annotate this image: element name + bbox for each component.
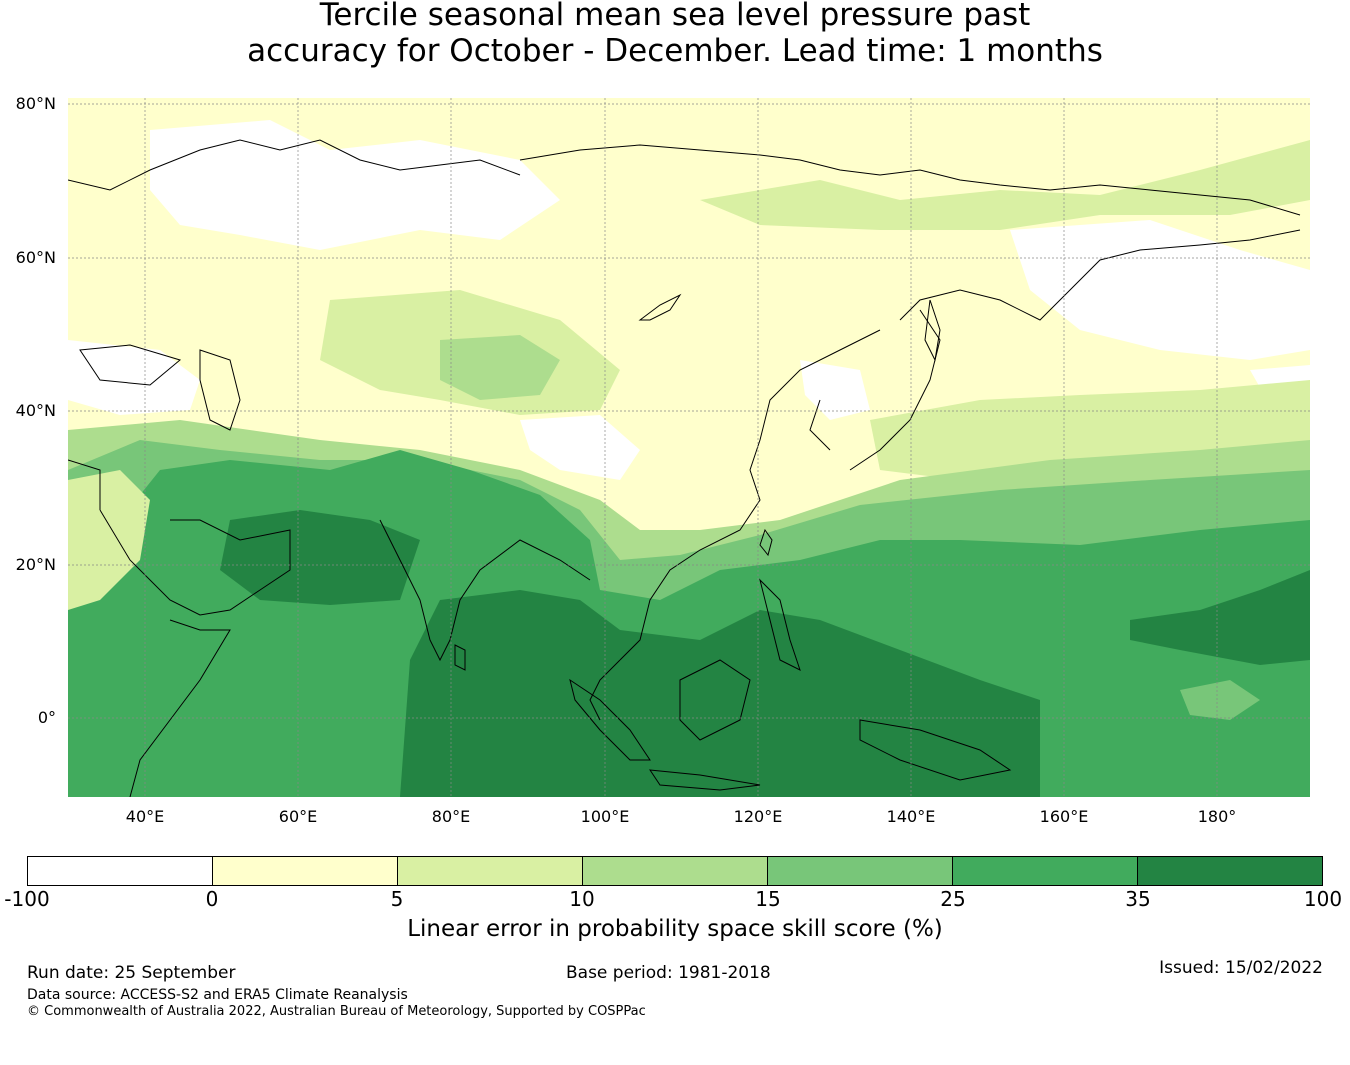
lat-label-40n: 40°N <box>15 401 56 420</box>
lon-label-100e: 100°E <box>580 807 630 826</box>
colorbar-tick-0: 0 <box>205 887 219 911</box>
lon-label-120e: 120°E <box>733 807 783 826</box>
coastline-africa-west <box>68 459 101 510</box>
skill-region-white-tibet <box>520 415 640 480</box>
skill-region-10-15-central <box>440 335 560 400</box>
colorbar-tick-5: 5 <box>390 887 404 911</box>
colorbar-segment-35-100 <box>1138 857 1322 885</box>
coastline-europe-north <box>68 139 521 191</box>
lat-label-0: 0° <box>37 708 56 727</box>
skill-region-white-caspian <box>68 340 200 415</box>
colorbar-segment-neg100-0 <box>28 857 213 885</box>
issued-date: Issued: 15/02/2022 <box>1159 958 1323 978</box>
lon-label-80e: 80°E <box>431 807 471 826</box>
lon-label-140e: 140°E <box>886 807 936 826</box>
skill-region-35-100-indian-ocean <box>400 590 1040 797</box>
coastline-sri-lanka <box>454 644 466 671</box>
lon-label-40e: 40°E <box>125 807 165 826</box>
colorbar-segment-25-35 <box>953 857 1138 885</box>
colorbar-segment-10-15 <box>583 857 768 885</box>
coastline-taiwan <box>759 528 773 557</box>
colorbar-tick-25: 25 <box>940 887 966 911</box>
coastline-africa-horn <box>129 619 231 797</box>
coastline-arabia <box>99 509 291 616</box>
coastline-lake-baikal <box>638 293 682 321</box>
gridlines <box>68 98 1310 797</box>
skill-region-white-europe <box>150 120 560 250</box>
colorbar-tick-neg100: -100 <box>4 887 50 911</box>
chart-title-line1: Tercile seasonal mean sea level pressure… <box>319 0 1031 33</box>
coastline-black-sea <box>79 344 182 386</box>
colorbar <box>27 856 1323 886</box>
lat-label-60n: 60°N <box>15 248 56 267</box>
coastline-india <box>379 519 591 662</box>
colorbar-segment-5-10 <box>398 857 583 885</box>
colorbar-tick-100: 100 <box>1303 887 1343 911</box>
colorbar-label: Linear error in probability space skill … <box>407 916 943 942</box>
copyright: © Commonwealth of Australia 2022, Austra… <box>27 1004 646 1019</box>
coastlines <box>68 139 1301 797</box>
skill-region-white-siberia <box>1010 220 1310 360</box>
lat-label-20n: 20°N <box>15 555 56 574</box>
coastline-philippines <box>759 578 801 671</box>
skill-map <box>68 98 1310 797</box>
coastline-sumatra <box>569 678 651 761</box>
run-date: Run date: 25 September <box>27 963 236 983</box>
coastline-japan <box>849 309 941 471</box>
colorbar-segment-15-25 <box>768 857 953 885</box>
data-source: Data source: ACCESS-S2 and ERA5 Climate … <box>27 987 408 1003</box>
skill-region-5-10-north <box>700 140 1310 230</box>
coastline-borneo <box>679 659 751 741</box>
colorbar-tick-10: 10 <box>569 887 595 911</box>
skill-region-light-pacific <box>1180 680 1260 720</box>
coastline-russia-arctic <box>519 144 1301 216</box>
skill-region-35-100-pacific <box>1130 570 1310 665</box>
skill-region-light-africa <box>68 470 150 610</box>
skill-region-white-china <box>800 360 870 420</box>
lon-label-60e: 60°E <box>278 807 318 826</box>
coastline-new-guinea <box>859 719 1012 781</box>
coastline-sakhalin <box>924 299 941 362</box>
coastline-java <box>648 769 761 791</box>
lon-label-180: 180° <box>1197 807 1237 826</box>
colorbar-tick-15: 15 <box>755 887 781 911</box>
base-period: Base period: 1981-2018 <box>566 963 771 983</box>
colorbar-tick-35: 35 <box>1125 887 1151 911</box>
coastline-caspian <box>199 349 241 431</box>
colorbar-segment-0-5 <box>213 857 398 885</box>
lon-label-160e: 160°E <box>1039 807 1089 826</box>
chart-title-line2: accuracy for October - December. Lead ti… <box>247 33 1103 69</box>
coastline-korea <box>809 399 831 451</box>
lat-label-80n: 80°N <box>15 94 56 113</box>
coastline-china-east <box>619 329 881 661</box>
coastline-indochina <box>589 659 621 721</box>
